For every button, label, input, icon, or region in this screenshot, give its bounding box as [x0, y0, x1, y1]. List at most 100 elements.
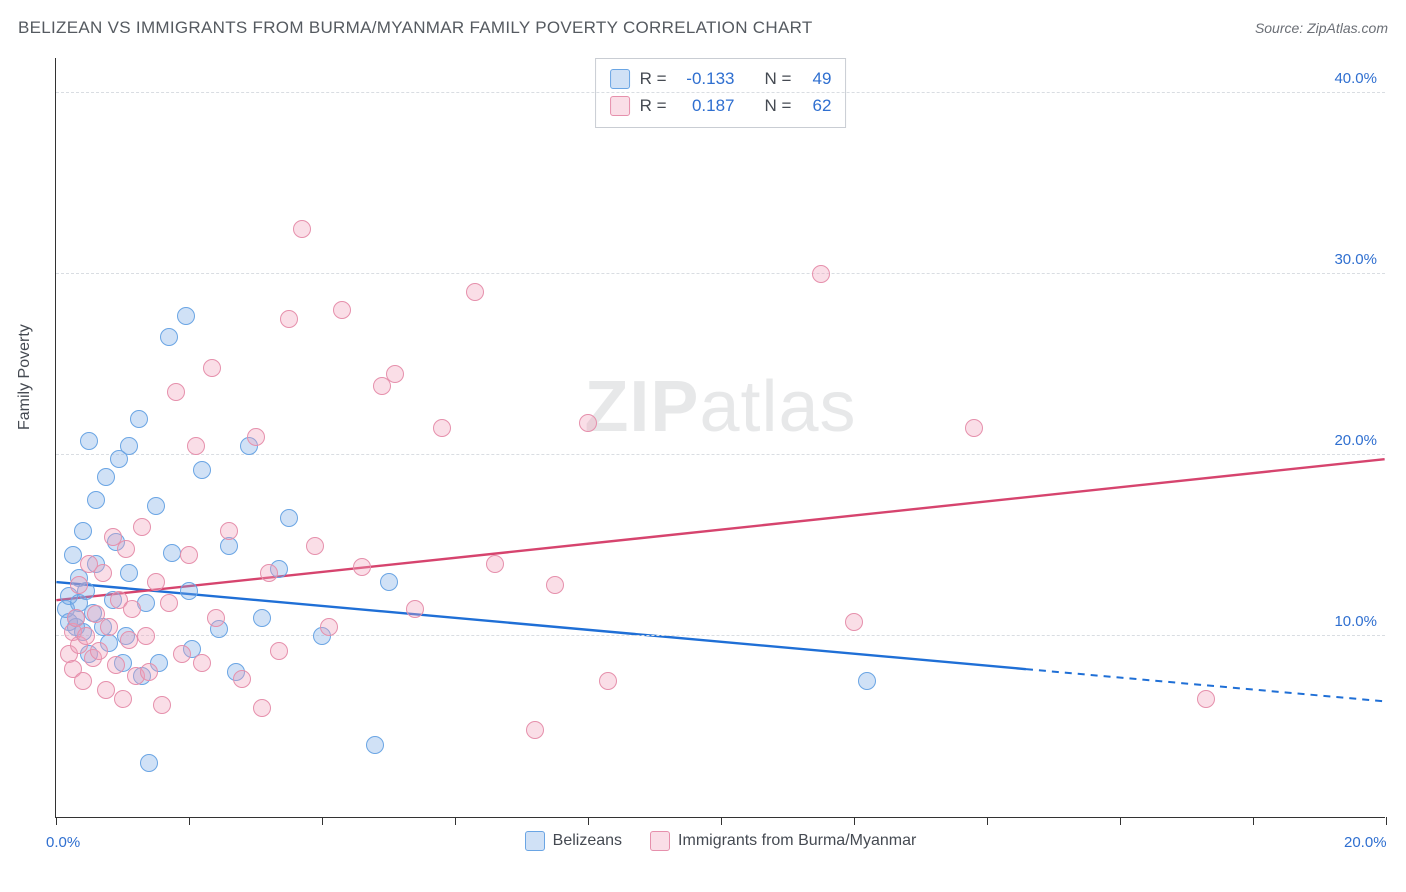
data-point	[107, 656, 125, 674]
stats-n-label: N =	[765, 92, 792, 119]
stats-swatch	[610, 69, 630, 89]
data-point	[187, 437, 205, 455]
series-legend: Belizeans Immigrants from Burma/Myanmar	[56, 831, 1385, 851]
data-point	[137, 627, 155, 645]
data-point	[599, 672, 617, 690]
data-point	[193, 461, 211, 479]
y-tick-label: 20.0%	[1334, 432, 1377, 449]
data-point	[160, 328, 178, 346]
trend-line-solid	[56, 459, 1384, 600]
x-tick-label: 20.0%	[1344, 834, 1387, 851]
data-point	[70, 576, 88, 594]
data-point	[858, 672, 876, 690]
data-point	[140, 663, 158, 681]
data-point	[100, 618, 118, 636]
legend-item: Belizeans	[525, 831, 622, 851]
x-tick	[854, 817, 855, 825]
data-point	[203, 359, 221, 377]
legend-swatch	[525, 831, 545, 851]
data-point	[97, 468, 115, 486]
data-point	[140, 754, 158, 772]
data-point	[293, 220, 311, 238]
x-tick	[1386, 817, 1387, 825]
data-point	[526, 721, 544, 739]
stats-r-label: R =	[640, 65, 667, 92]
data-point	[193, 654, 211, 672]
data-point	[120, 564, 138, 582]
x-tick	[189, 817, 190, 825]
x-tick	[588, 817, 589, 825]
data-point	[253, 609, 271, 627]
stats-r-value: -0.133	[677, 65, 735, 92]
data-point	[87, 491, 105, 509]
y-tick-label: 40.0%	[1334, 70, 1377, 87]
data-point	[486, 555, 504, 573]
legend-label: Belizeans	[553, 832, 622, 850]
gridline	[56, 454, 1385, 455]
stats-n-value: 62	[801, 92, 831, 119]
x-tick	[1253, 817, 1254, 825]
data-point	[233, 670, 251, 688]
data-point	[117, 540, 135, 558]
x-tick	[1120, 817, 1121, 825]
data-point	[97, 681, 115, 699]
data-point	[260, 564, 278, 582]
data-point	[80, 432, 98, 450]
data-point	[123, 600, 141, 618]
data-point	[366, 736, 384, 754]
data-point	[433, 419, 451, 437]
source-label: Source:	[1255, 20, 1307, 36]
data-point	[114, 690, 132, 708]
data-point	[406, 600, 424, 618]
data-point	[333, 301, 351, 319]
stats-n-value: 49	[801, 65, 831, 92]
legend-swatch	[650, 831, 670, 851]
gridline	[56, 92, 1385, 93]
chart-title: BELIZEAN VS IMMIGRANTS FROM BURMA/MYANMA…	[18, 18, 813, 38]
data-point	[207, 609, 225, 627]
data-point	[173, 645, 191, 663]
data-point	[247, 428, 265, 446]
data-point	[160, 594, 178, 612]
data-point	[153, 696, 171, 714]
data-point	[353, 558, 371, 576]
source-name: ZipAtlas.com	[1307, 20, 1388, 36]
data-point	[147, 497, 165, 515]
data-point	[90, 642, 108, 660]
stats-r-value: 0.187	[677, 92, 735, 119]
y-tick-label: 30.0%	[1334, 251, 1377, 268]
data-point	[965, 419, 983, 437]
stats-r-label: R =	[640, 92, 667, 119]
stats-n-label: N =	[765, 65, 792, 92]
data-point	[306, 537, 324, 555]
data-point	[167, 383, 185, 401]
data-point	[133, 518, 151, 536]
data-point	[147, 573, 165, 591]
x-tick-label: 0.0%	[46, 834, 80, 851]
data-point	[120, 631, 138, 649]
watermark-atlas: atlas	[699, 367, 856, 447]
data-point	[579, 414, 597, 432]
data-point	[320, 618, 338, 636]
data-point	[466, 283, 484, 301]
legend-label: Immigrants from Burma/Myanmar	[678, 832, 916, 850]
x-tick	[987, 817, 988, 825]
gridline	[56, 273, 1385, 274]
data-point	[253, 699, 271, 717]
data-point	[74, 672, 92, 690]
x-tick	[322, 817, 323, 825]
data-point	[280, 509, 298, 527]
stats-row: R = 0.187 N = 62	[610, 92, 832, 119]
data-point	[64, 546, 82, 564]
x-tick	[455, 817, 456, 825]
data-point	[67, 609, 85, 627]
data-point	[94, 564, 112, 582]
y-axis-title: Family Poverty	[16, 324, 34, 430]
data-point	[163, 544, 181, 562]
legend-item: Immigrants from Burma/Myanmar	[650, 831, 916, 851]
watermark: ZIPatlas	[584, 366, 856, 448]
gridline	[56, 635, 1385, 636]
watermark-zip: ZIP	[584, 367, 699, 447]
x-tick	[721, 817, 722, 825]
chart-header: BELIZEAN VS IMMIGRANTS FROM BURMA/MYANMA…	[18, 18, 1388, 38]
